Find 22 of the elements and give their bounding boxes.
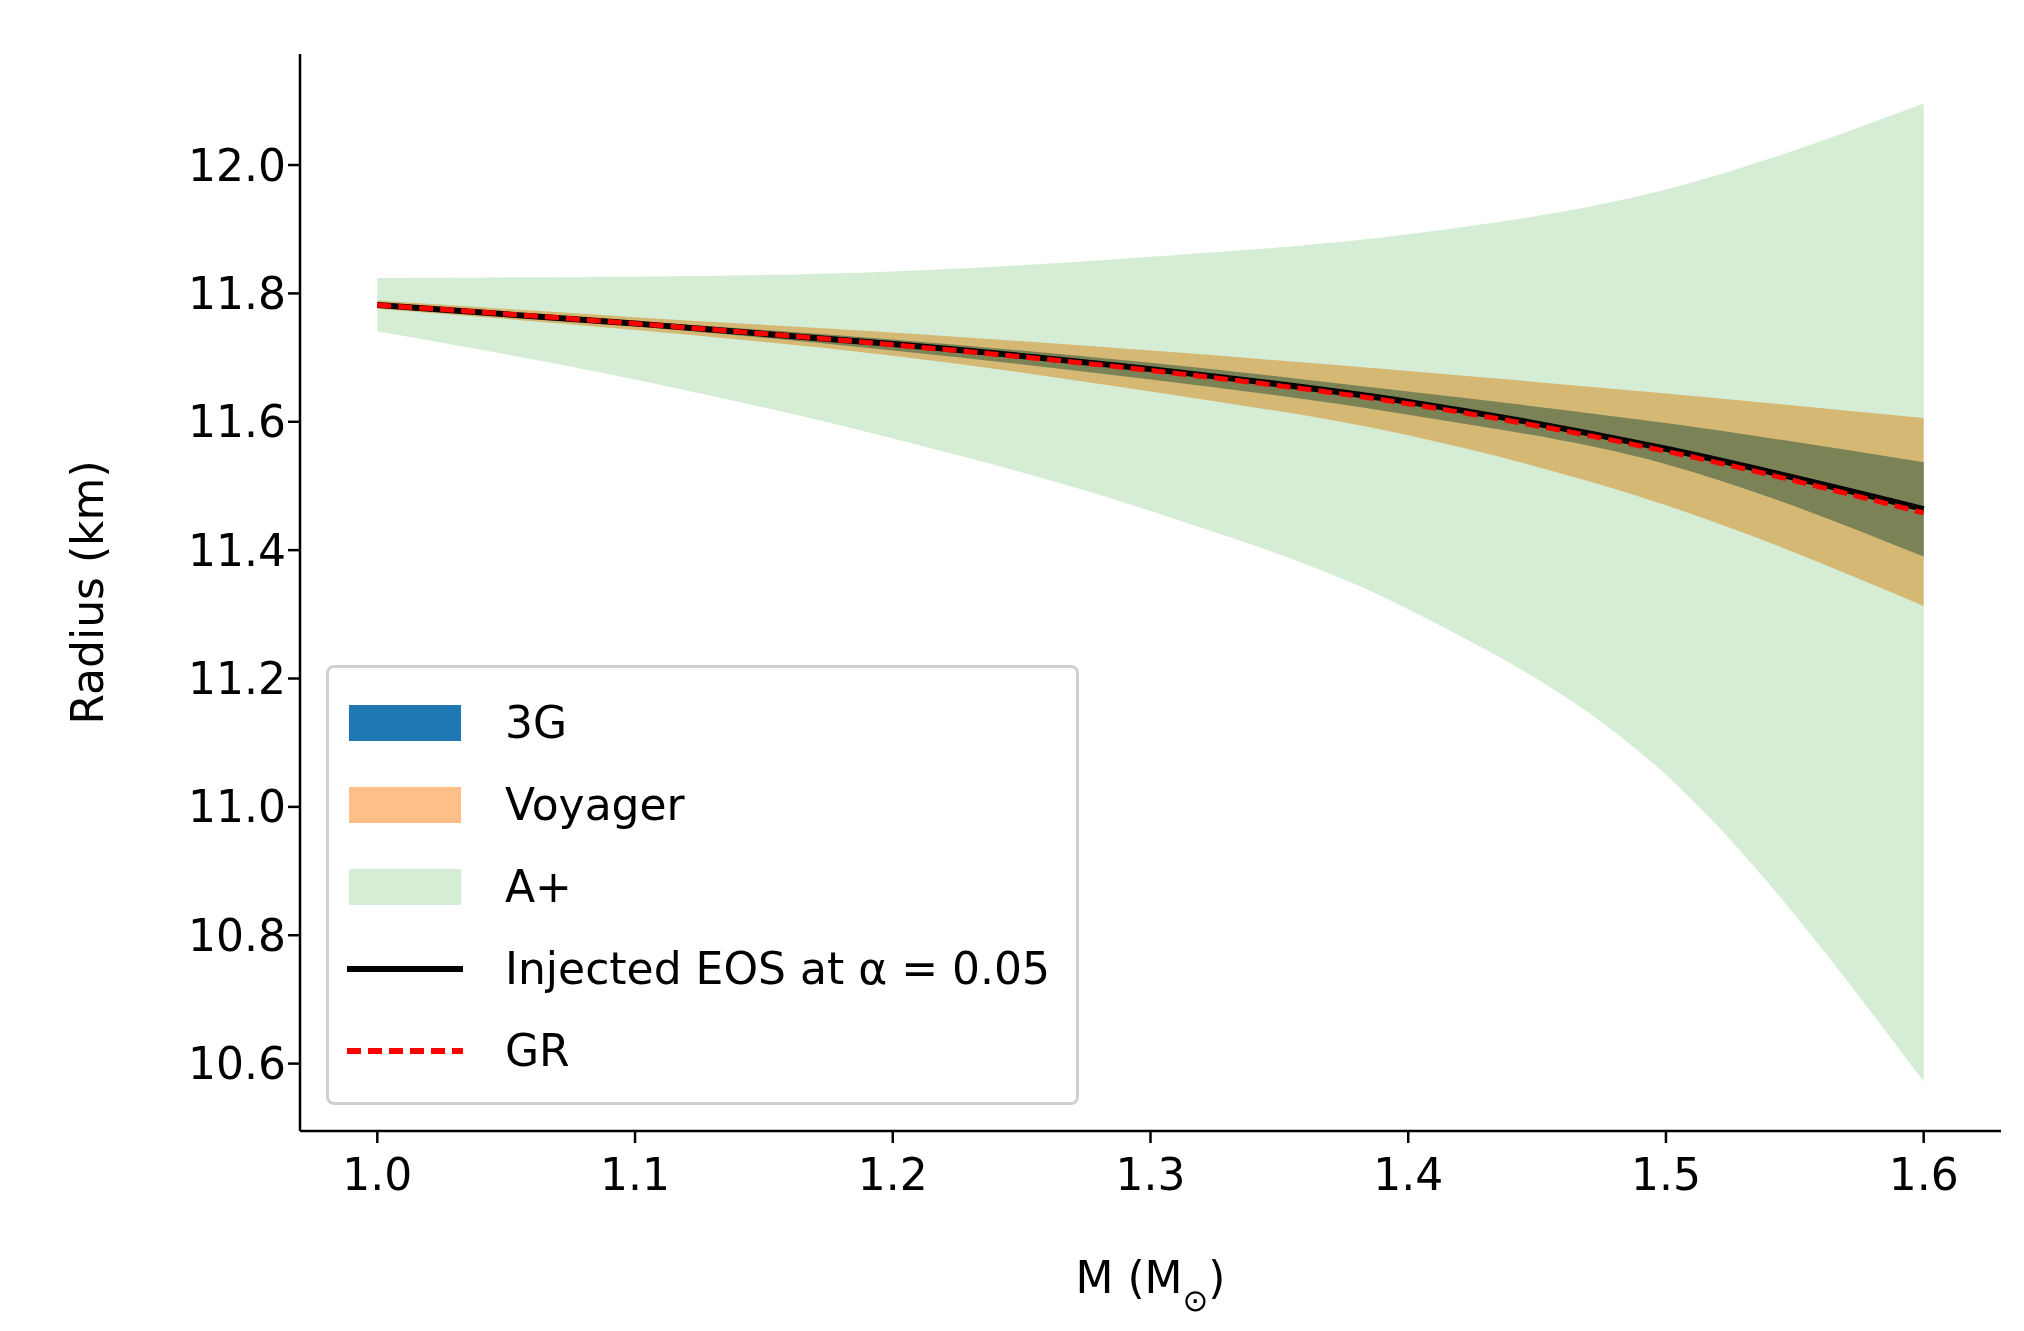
y-tick-label: 11.0	[188, 781, 286, 833]
x-tick-label: 1.6	[1888, 1149, 1959, 1201]
y-tick-label: 11.6	[188, 396, 286, 448]
y-tick-label: 12.0	[188, 139, 286, 191]
y-tick-label: 11.8	[188, 268, 286, 320]
y-tick-label: 10.8	[188, 909, 286, 961]
x-tick-label: 1.2	[857, 1149, 928, 1201]
y-axis-title: Radius (km)	[62, 460, 113, 725]
legend-label: 3G	[505, 696, 568, 750]
legend-label: A+	[505, 860, 572, 914]
x-tick-label: 1.5	[1630, 1149, 1701, 1201]
x-tick-label: 1.4	[1373, 1149, 1444, 1201]
x-tick-label: 1.0	[342, 1149, 413, 1201]
legend-label: Injected EOS at α = 0.05	[505, 942, 1050, 996]
y-tick-label: 10.6	[188, 1038, 286, 1090]
y-tick-label: 11.4	[188, 524, 286, 576]
x-axis-title: M (M$_{⊙}$)	[1075, 1252, 1226, 1318]
x-tick-label: 1.3	[1115, 1149, 1186, 1201]
legend-label: GR	[505, 1024, 570, 1078]
y-tick-label: 11.2	[188, 653, 286, 705]
x-tick-label: 1.1	[600, 1149, 671, 1201]
legend-label: Voyager	[505, 778, 685, 832]
